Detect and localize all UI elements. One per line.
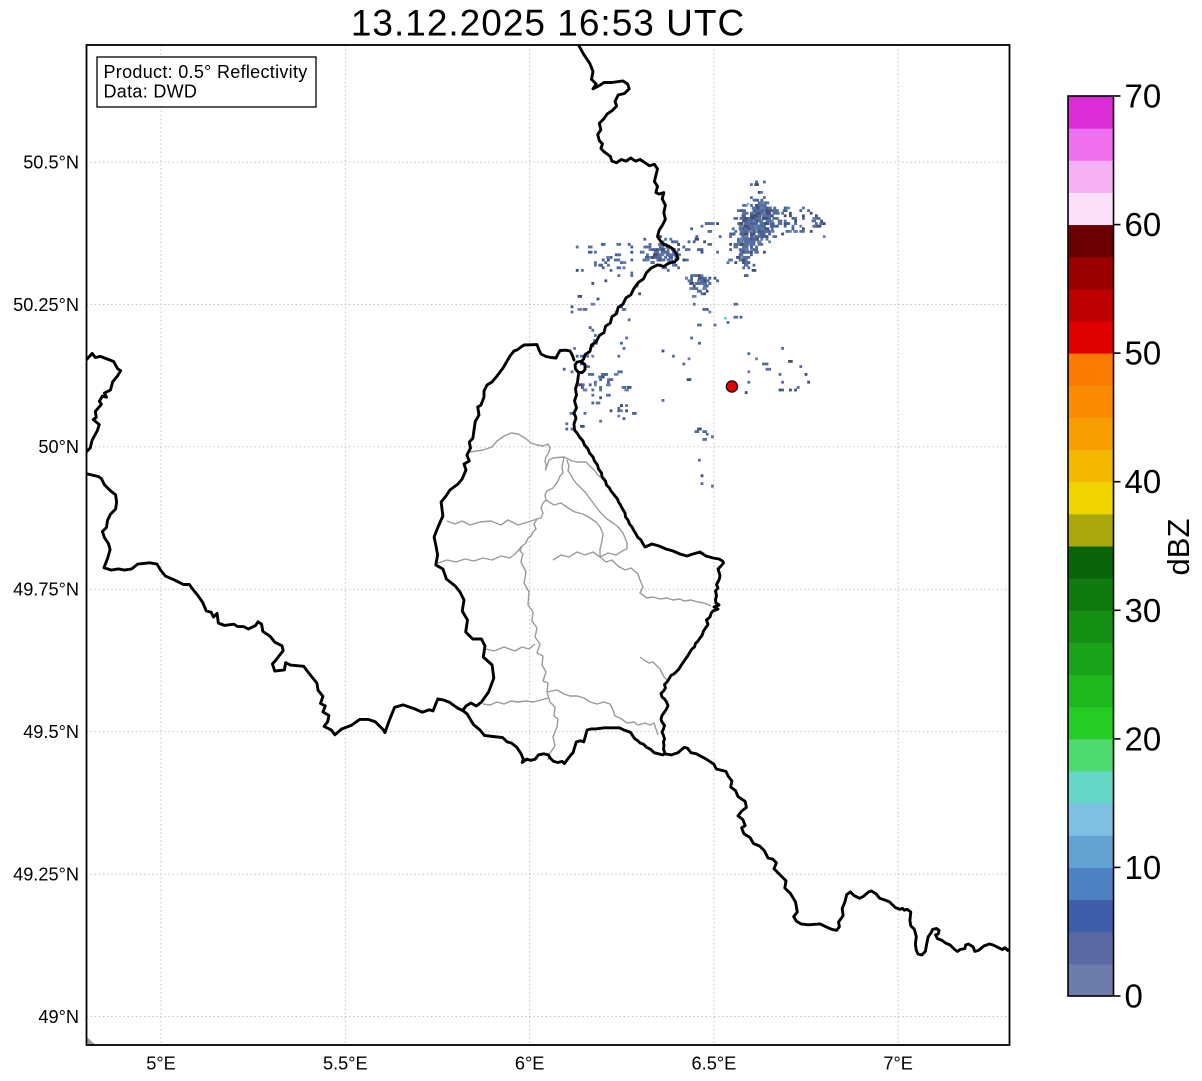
- svg-text:Product: 0.5° Reflectivity: Product: 0.5° Reflectivity: [104, 62, 308, 82]
- svg-text:50.5°N: 50.5°N: [23, 152, 79, 172]
- svg-text:50°N: 50°N: [38, 437, 79, 457]
- svg-text:50.25°N: 50.25°N: [13, 295, 79, 315]
- svg-text:dBZ: dBZ: [1161, 519, 1196, 576]
- svg-text:7°E: 7°E: [883, 1054, 913, 1074]
- svg-text:6°E: 6°E: [515, 1054, 545, 1074]
- svg-text:20: 20: [1125, 720, 1162, 757]
- svg-text:49.5°N: 49.5°N: [23, 722, 79, 742]
- svg-text:5.5°E: 5.5°E: [323, 1054, 368, 1074]
- svg-text:50: 50: [1125, 335, 1162, 372]
- svg-text:40: 40: [1125, 463, 1162, 500]
- svg-text:49°N: 49°N: [38, 1007, 79, 1027]
- svg-text:49.75°N: 49.75°N: [13, 580, 79, 600]
- svg-text:13.12.2025 16:53 UTC: 13.12.2025 16:53 UTC: [351, 3, 745, 44]
- svg-text:30: 30: [1125, 592, 1162, 629]
- svg-text:60: 60: [1125, 206, 1162, 243]
- svg-text:5°E: 5°E: [146, 1054, 176, 1074]
- svg-text:Data: DWD: Data: DWD: [104, 82, 198, 102]
- svg-text:6.5°E: 6.5°E: [692, 1054, 737, 1074]
- svg-text:0: 0: [1125, 978, 1143, 1015]
- svg-text:70: 70: [1125, 78, 1162, 115]
- svg-text:10: 10: [1125, 849, 1162, 886]
- svg-text:49.25°N: 49.25°N: [13, 864, 79, 884]
